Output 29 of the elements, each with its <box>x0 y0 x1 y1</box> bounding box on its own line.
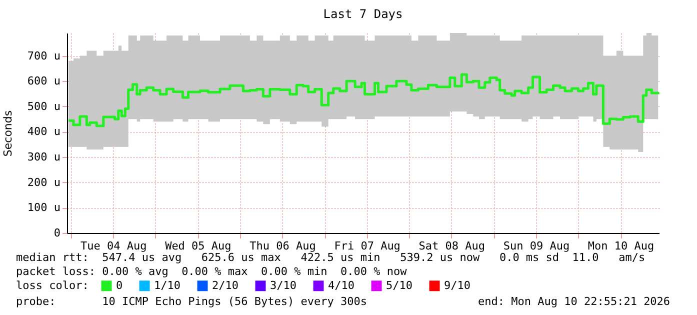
legend-label: 1/10 <box>154 278 180 292</box>
y-tick-label: 300 u <box>27 150 60 164</box>
x-tick-label: Tue 04 Aug <box>80 240 147 252</box>
legend-label: 5/10 <box>386 278 412 292</box>
x-tick-label: Sun 09 Aug <box>503 240 570 252</box>
y-tick-label: 600 u <box>27 74 60 88</box>
x-tick-label: Mon 10 Aug <box>588 240 654 252</box>
text: packet loss: 0.00 % avg 0.00 % max 0.00 % min 0.00 % now <box>16 265 408 278</box>
text: median rtt: 547.4 us avg 625.6 us max 422.5 us min 539.2 us now 0.0 ms sd 11.0 am/s <box>16 251 646 264</box>
y-tick-label: 200 u <box>27 176 60 189</box>
legend-label: 9/10 <box>444 278 470 292</box>
y-tick-label: 500 u <box>27 100 60 113</box>
text: probe: 10 ICMP Echo Pings (56 Bytes) every 300s <box>16 295 367 308</box>
legend-label: 2/10 <box>212 278 238 292</box>
x-tick-label: Sat 08 Aug <box>418 240 486 252</box>
x-tick-label: Wed 05 Aug <box>165 240 232 252</box>
x-tick-label: Thu 06 Aug <box>250 240 316 252</box>
x-tick-label: Fri 07 Aug <box>334 240 400 252</box>
text: end: Mon Aug 10 22:55:21 2026 <box>478 295 670 308</box>
y-tick-label: 700 u <box>27 49 60 62</box>
y-axis-title: Seconds <box>1 110 14 157</box>
y-tick-label: 0 <box>54 226 60 240</box>
y-tick-label: 100 u <box>27 201 60 214</box>
legend-label: 0 <box>116 278 123 292</box>
chart-title: Last 7 Days <box>323 7 403 21</box>
y-tick-label: 400 u <box>27 125 60 138</box>
legend-label: 3/10 <box>270 278 296 292</box>
legend-label: 4/10 <box>328 278 354 292</box>
legend-title: loss color: <box>16 279 89 292</box>
